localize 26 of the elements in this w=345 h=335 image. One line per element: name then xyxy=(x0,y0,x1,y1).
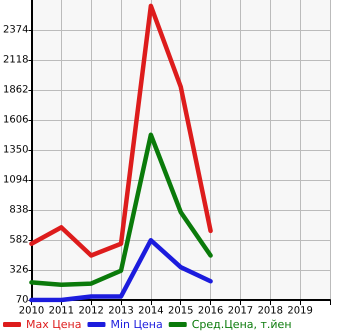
legend-label: Min Цена xyxy=(110,318,163,331)
y-tick-label: 2118 xyxy=(2,54,28,66)
y-tick-label: 838 xyxy=(9,204,28,216)
y-tick-label: 582 xyxy=(9,234,28,246)
x-tick-label: 2012 xyxy=(78,306,104,316)
line-series xyxy=(29,132,213,288)
line-series xyxy=(29,238,213,302)
x-tick-label: 2017 xyxy=(228,306,254,316)
y-tick-label: 1094 xyxy=(2,174,28,186)
y-tick-label: 70 xyxy=(16,294,28,306)
x-tick-label: 2010 xyxy=(18,306,44,316)
x-tick-label: 2013 xyxy=(108,306,134,316)
legend-label: Max Цена xyxy=(26,318,82,331)
x-tick-label: 2019 xyxy=(287,306,313,316)
y-tick-label: 1862 xyxy=(2,84,28,96)
x-tick-label: 2014 xyxy=(138,306,164,316)
y-tick-label: 1350 xyxy=(2,144,28,156)
x-tick-label: 2018 xyxy=(258,306,284,316)
x-tick-label: 2011 xyxy=(48,306,74,316)
x-tick-label: 2015 xyxy=(168,306,194,316)
line-series xyxy=(29,4,213,258)
y-tick-label: 1606 xyxy=(2,114,28,126)
legend-label: Сред.Цена, т.йен xyxy=(192,318,292,331)
y-tick-label: 2374 xyxy=(2,24,28,36)
x-tick-label: 2016 xyxy=(198,306,224,316)
y-tick-label: 326 xyxy=(9,264,28,276)
